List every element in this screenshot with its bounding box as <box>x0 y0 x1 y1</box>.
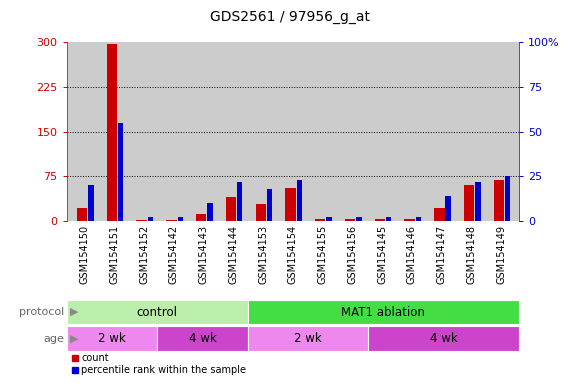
Bar <box>177 217 183 221</box>
Bar <box>67 300 248 324</box>
Bar <box>256 204 266 221</box>
Bar <box>77 208 88 221</box>
Text: 2 wk: 2 wk <box>98 333 126 345</box>
Text: age: age <box>43 334 64 344</box>
Bar <box>67 326 157 351</box>
Bar <box>196 214 206 221</box>
Bar <box>345 219 356 221</box>
Text: GSM154149: GSM154149 <box>496 225 506 284</box>
Bar <box>434 208 444 221</box>
Bar <box>267 189 272 221</box>
Text: GSM154142: GSM154142 <box>169 225 179 284</box>
Bar <box>475 182 481 221</box>
Bar <box>157 326 248 351</box>
Text: MAT1 ablation: MAT1 ablation <box>342 306 425 318</box>
Text: GSM154143: GSM154143 <box>198 225 209 284</box>
Text: GSM154145: GSM154145 <box>377 225 387 284</box>
Text: GSM154153: GSM154153 <box>258 225 268 284</box>
Text: 4 wk: 4 wk <box>430 333 458 345</box>
Bar <box>237 182 242 221</box>
Bar <box>136 220 147 221</box>
Text: GSM154148: GSM154148 <box>466 225 477 284</box>
Bar <box>296 180 302 221</box>
Text: control: control <box>137 306 177 318</box>
Text: protocol: protocol <box>19 307 64 317</box>
Bar <box>315 219 325 221</box>
Bar <box>416 217 421 221</box>
Bar <box>88 185 93 221</box>
Bar <box>207 203 213 221</box>
Text: GSM154155: GSM154155 <box>318 225 328 284</box>
Legend: count, percentile rank within the sample: count, percentile rank within the sample <box>71 353 246 375</box>
Bar <box>166 220 177 221</box>
Text: GSM154150: GSM154150 <box>79 225 89 284</box>
Text: GSM154144: GSM154144 <box>229 225 238 284</box>
Bar <box>327 217 332 221</box>
Bar <box>368 326 519 351</box>
Text: GSM154147: GSM154147 <box>437 225 447 284</box>
Text: GSM154154: GSM154154 <box>288 225 298 284</box>
Text: GSM154156: GSM154156 <box>347 225 357 284</box>
Bar <box>505 176 510 221</box>
Text: 2 wk: 2 wk <box>294 333 322 345</box>
Bar <box>248 326 368 351</box>
Bar <box>464 185 474 221</box>
Bar <box>148 217 153 221</box>
Bar <box>118 122 124 221</box>
Bar <box>285 188 296 221</box>
Text: ▶: ▶ <box>70 307 78 317</box>
Text: GDS2561 / 97956_g_at: GDS2561 / 97956_g_at <box>210 10 370 24</box>
Text: GSM154146: GSM154146 <box>407 225 417 284</box>
Bar <box>445 196 451 221</box>
Bar <box>404 219 415 221</box>
Bar <box>375 219 385 221</box>
Text: GSM154151: GSM154151 <box>109 225 119 284</box>
Bar <box>248 300 519 324</box>
Bar <box>226 197 236 221</box>
Bar <box>356 217 361 221</box>
Bar <box>386 217 392 221</box>
Text: GSM154152: GSM154152 <box>139 225 149 284</box>
Text: 4 wk: 4 wk <box>188 333 216 345</box>
Bar <box>107 44 117 221</box>
Bar <box>494 180 504 221</box>
Text: ▶: ▶ <box>70 334 78 344</box>
